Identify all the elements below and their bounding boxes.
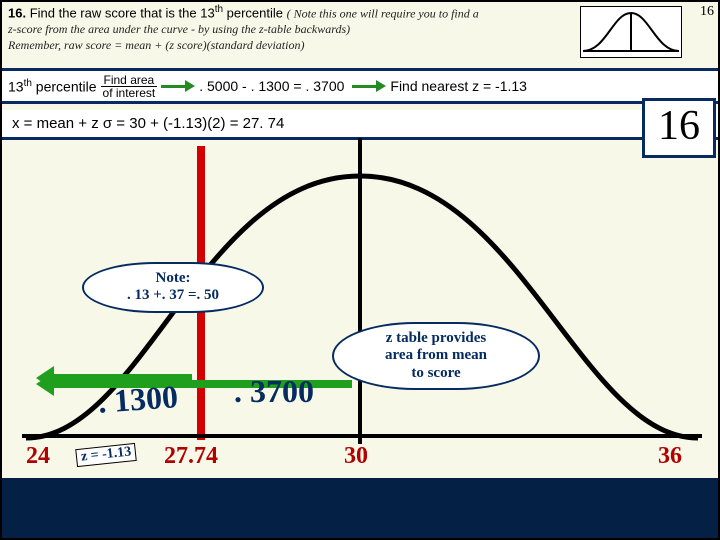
problem-title-sup: th [215,4,223,15]
problem-title-a: Find the raw score that is the 13 [30,5,215,20]
area-1300: . 1300 [97,378,179,420]
step3-text: Find nearest z = -1.13 [390,78,527,94]
xaxis-30: 30 [344,443,368,470]
mean-vertical-line [358,138,362,438]
x-axis-line [22,434,702,438]
step1-frac: Find area of interest [101,74,158,99]
xaxis-2774: 27.74 [164,443,218,470]
equation-text: x = mean + z σ = 30 + (-1.13)(2) = 27. 7… [12,115,284,132]
step2-text: . 5000 - . 1300 = . 3700 [199,78,344,94]
callout-ztable: z table provides area from mean to score [332,322,540,390]
xaxis-36: 36 [658,443,682,470]
xaxis-24: 24 [26,443,50,470]
step-row: 13th percentile Find area of interest . … [2,68,718,104]
arrow-right-icon [352,81,386,91]
problem-header: 16. Find the raw score that is the 13th … [8,4,568,52]
bell-curve-area: Note: . 13 +. 37 =. 50 z table provides … [2,152,720,472]
problem-note3: Remember, raw score = mean + (z score)(s… [8,38,304,52]
bottom-bar [2,478,718,538]
callout-note: Note: . 13 +. 37 =. 50 [82,262,264,313]
problem-note1: ( Note this one will require you to find… [287,6,479,20]
step1-label: 13th percentile [8,78,97,95]
problem-note2: z-score from the area under the curve - … [8,22,350,36]
top-right-16: 16 [700,4,714,20]
arrow-right-icon [161,81,195,91]
area-3700: . 3700 [234,373,314,410]
problem-title-b: percentile [223,5,283,20]
big-16-box: 16 [642,98,716,158]
problem-number: 16. [8,5,26,20]
mini-bell-curve [580,6,682,58]
equation-row: x = mean + z σ = 30 + (-1.13)(2) = 27. 7… [2,110,718,140]
